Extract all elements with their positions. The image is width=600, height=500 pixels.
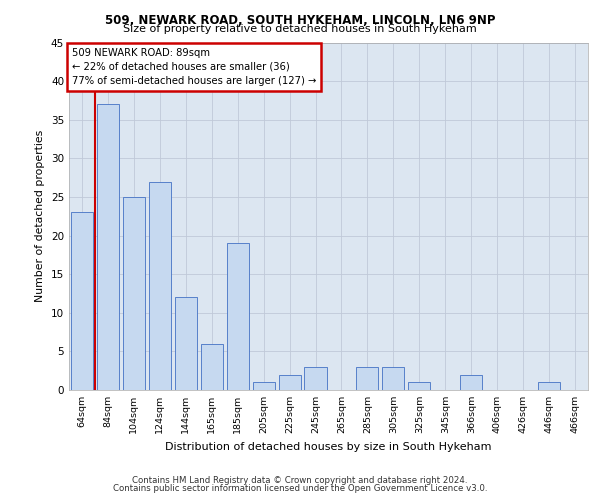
Bar (356, 367, 379, 390)
Bar (304, 367, 326, 390)
Bar (175, 298, 197, 390)
Bar (227, 244, 249, 390)
X-axis label: Distribution of detached houses by size in South Hykeham: Distribution of detached houses by size … (165, 442, 492, 452)
Bar (123, 197, 145, 390)
Text: Contains HM Land Registry data © Crown copyright and database right 2024.: Contains HM Land Registry data © Crown c… (132, 476, 468, 485)
Bar (97, 104, 119, 390)
Text: Contains public sector information licensed under the Open Government Licence v3: Contains public sector information licen… (113, 484, 487, 493)
Text: 509 NEWARK ROAD: 89sqm
← 22% of detached houses are smaller (36)
77% of semi-det: 509 NEWARK ROAD: 89sqm ← 22% of detached… (71, 48, 316, 86)
Bar (71, 212, 93, 390)
Bar (382, 367, 404, 390)
Text: 509, NEWARK ROAD, SOUTH HYKEHAM, LINCOLN, LN6 9NP: 509, NEWARK ROAD, SOUTH HYKEHAM, LINCOLN… (105, 14, 495, 27)
Bar (460, 374, 482, 390)
Text: Size of property relative to detached houses in South Hykeham: Size of property relative to detached ho… (123, 24, 477, 34)
Bar (278, 374, 301, 390)
Bar (408, 382, 430, 390)
Bar (200, 344, 223, 390)
Bar (149, 182, 171, 390)
Bar (538, 382, 560, 390)
Bar (253, 382, 275, 390)
Y-axis label: Number of detached properties: Number of detached properties (35, 130, 46, 302)
